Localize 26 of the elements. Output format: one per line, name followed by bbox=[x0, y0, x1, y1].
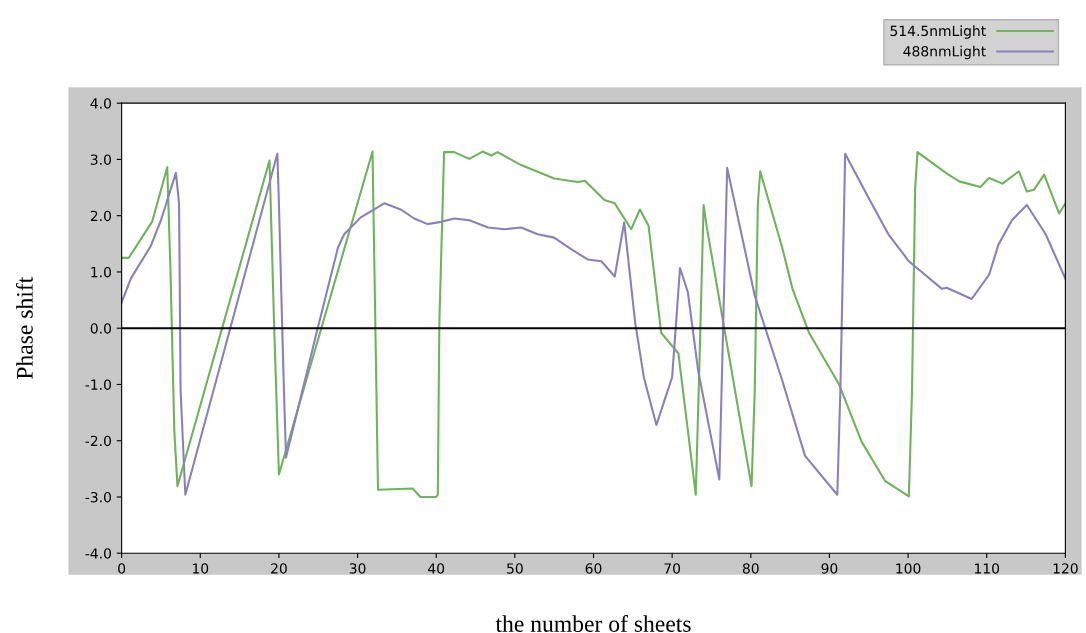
x-tick-label: 120 bbox=[1053, 563, 1078, 574]
x-tick-label: 0 bbox=[118, 563, 126, 574]
x-tick-label: 110 bbox=[974, 563, 1000, 574]
y-tick-label: 2.0 bbox=[90, 210, 111, 222]
y-tick-label: 3.0 bbox=[90, 154, 111, 165]
y-tick-label: -2.0 bbox=[85, 435, 111, 447]
x-tick-label: 60 bbox=[585, 563, 602, 574]
x-tick-label: 90 bbox=[821, 563, 838, 574]
x-tick-label: 50 bbox=[507, 563, 523, 574]
y-axis-title: Phase shift bbox=[15, 276, 33, 380]
y-tick-label: -1.0 bbox=[85, 379, 111, 390]
legend-label: 488nmLight bbox=[903, 45, 986, 60]
x-tick-label: 20 bbox=[271, 563, 287, 574]
x-tick-label: 10 bbox=[192, 563, 209, 574]
y-tick-label: -4.0 bbox=[85, 548, 111, 559]
x-tick-label: 70 bbox=[664, 563, 681, 574]
x-tick-label: 80 bbox=[742, 563, 759, 574]
y-tick-label: 0.0 bbox=[90, 323, 111, 334]
legend-label: 514.5nmLight bbox=[890, 25, 986, 39]
y-tick-label: 4.0 bbox=[90, 98, 111, 109]
y-tick-label: -3.0 bbox=[85, 491, 111, 503]
x-tick-label: 100 bbox=[896, 563, 921, 574]
y-tick-label: 1.0 bbox=[91, 266, 111, 278]
x-tick-label: 30 bbox=[349, 563, 366, 574]
x-tick-label: 40 bbox=[428, 563, 445, 574]
x-axis-title: the number of sheets bbox=[495, 615, 691, 632]
